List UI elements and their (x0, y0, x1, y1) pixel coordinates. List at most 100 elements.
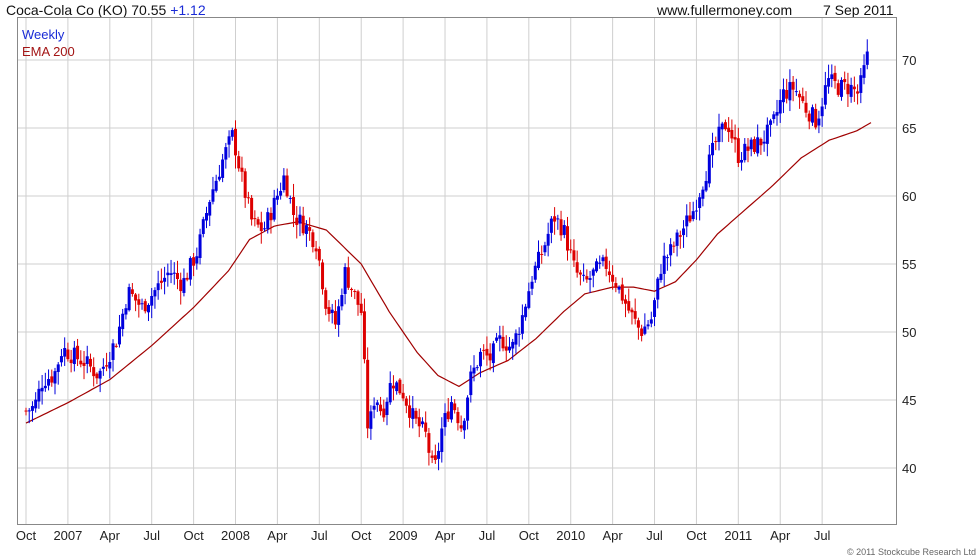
weekly-candle (820, 97, 824, 127)
weekly-candle (862, 54, 866, 85)
weekly-candle (691, 201, 695, 222)
weekly-candle (595, 258, 599, 273)
weekly-candle (398, 378, 402, 395)
weekly-candle (711, 132, 715, 168)
weekly-candle (105, 352, 109, 372)
weekly-candle (130, 283, 134, 297)
weekly-candle (540, 245, 544, 264)
weekly-candle (769, 118, 773, 137)
weekly-candle (620, 277, 624, 305)
weekly-candle (743, 138, 747, 163)
weekly-candle (733, 124, 737, 153)
weekly-candle (408, 395, 412, 428)
weekly-candle (746, 138, 750, 163)
weekly-candle (217, 164, 221, 182)
weekly-candle (781, 78, 785, 114)
weekly-candle (150, 288, 154, 319)
weekly-candle (588, 270, 592, 293)
weekly-candle (765, 117, 769, 157)
weekly-candle (649, 311, 653, 328)
weekly-candle (53, 367, 57, 395)
weekly-candle (543, 241, 547, 256)
weekly-candle (137, 293, 141, 318)
x-tick-label: Jul (814, 528, 831, 543)
weekly-candle (201, 216, 205, 238)
y-axis: 40 45 50 55 60 65 70 (902, 53, 916, 476)
weekly-candle (69, 349, 73, 373)
weekly-candle (801, 87, 805, 104)
y-tick-label: 60 (902, 189, 916, 204)
weekly-candle (727, 117, 731, 142)
x-tick-label: 2011 (724, 528, 752, 543)
weekly-candle (275, 188, 279, 205)
weekly-candle (662, 242, 666, 287)
weekly-candle (269, 207, 273, 234)
weekly-candle (859, 67, 863, 104)
weekly-candle (794, 78, 798, 96)
weekly-candle (179, 272, 183, 305)
grid-lines (18, 18, 896, 524)
weekly-candle (756, 124, 760, 157)
weekly-candle (491, 340, 495, 373)
y-tick-label: 70 (902, 53, 916, 68)
x-tick-label: 2007 (53, 528, 82, 543)
weekly-candle (333, 300, 337, 330)
weekly-candle (865, 39, 869, 70)
weekly-candle (636, 317, 640, 340)
weekly-candle (437, 442, 441, 471)
weekly-candle (288, 195, 292, 204)
weekly-candle (59, 348, 63, 367)
weekly-candle (427, 427, 431, 466)
weekly-candle (420, 417, 424, 428)
weekly-candle (311, 229, 315, 253)
weekly-candle (736, 127, 740, 168)
weekly-candle (47, 369, 51, 391)
weekly-candle (295, 206, 299, 239)
weekly-candle (246, 191, 250, 204)
weekly-candle (124, 304, 128, 320)
title-text: Coca-Cola Co (KO) 70.55 (6, 2, 167, 18)
weekly-candle (849, 77, 853, 103)
weekly-candle (143, 298, 147, 314)
weekly-candle (530, 276, 534, 296)
weekly-candle (166, 263, 170, 287)
weekly-candle (520, 304, 524, 340)
weekly-candle (424, 411, 428, 438)
x-tick-label: Apr (267, 528, 288, 543)
weekly-candle (640, 324, 644, 342)
x-tick-label: Jul (479, 528, 496, 543)
ema-200-path (25, 122, 872, 424)
weekly-candle (601, 254, 605, 267)
weekly-candle (30, 401, 34, 422)
weekly-candle (575, 250, 579, 278)
x-tick-label: Oct (16, 528, 37, 543)
legend-weekly: Weekly (22, 27, 65, 42)
weekly-candle (414, 407, 418, 424)
weekly-candle (720, 121, 724, 143)
x-tick-label: Apr (435, 528, 456, 543)
source-link[interactable]: www.fullermoney.com (657, 2, 793, 18)
weekly-candle (298, 206, 302, 237)
weekly-candle (517, 327, 521, 347)
weekly-candle (95, 372, 99, 385)
weekly-candle (382, 399, 386, 422)
weekly-candle (704, 171, 708, 193)
weekly-candle (372, 397, 376, 419)
weekly-candle (669, 238, 673, 267)
weekly-candle (356, 289, 360, 316)
weekly-candle (569, 239, 573, 254)
weekly-candle (582, 263, 586, 282)
weekly-candle (514, 329, 518, 354)
weekly-candle (24, 407, 28, 416)
weekly-candle (707, 144, 711, 188)
x-tick-label: Jul (143, 528, 160, 543)
weekly-candle (701, 186, 705, 207)
weekly-candle (604, 248, 608, 277)
weekly-candle (259, 211, 263, 244)
weekly-candle (627, 288, 631, 314)
x-tick-label: Apr (603, 528, 624, 543)
weekly-candle (688, 201, 692, 223)
weekly-candle (852, 76, 856, 102)
weekly-candle (475, 364, 479, 371)
x-axis: Oct 2007 Apr Jul Oct 2008 Apr Jul Oct 2009 Apr Jul O… (16, 528, 831, 543)
